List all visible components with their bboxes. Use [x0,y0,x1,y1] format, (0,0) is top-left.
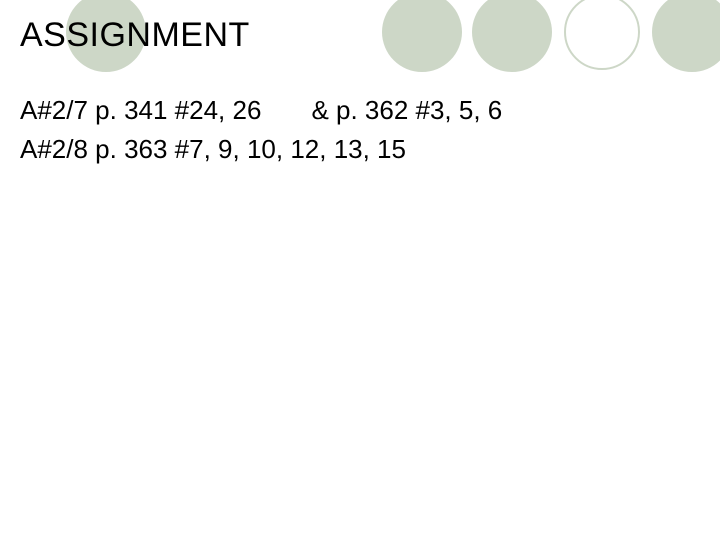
assignment-line-1: A#2/7 p. 341 #24, 26 & p. 362 #3, 5, 6 [20,91,700,130]
assignment-line-2: A#2/8 p. 363 #7, 9, 10, 12, 13, 15 [20,130,700,169]
assignment-line-1a: A#2/7 p. 341 #24, 26 [20,95,261,125]
slide-content: ASSIGNMENT A#2/7 p. 341 #24, 26 & p. 362 … [0,0,720,185]
assignment-body: A#2/7 p. 341 #24, 26 & p. 362 #3, 5, 6 A#… [20,91,700,169]
page-title: ASSIGNMENT [20,16,700,55]
assignment-line-1b: & p. 362 #3, 5, 6 [311,95,502,125]
